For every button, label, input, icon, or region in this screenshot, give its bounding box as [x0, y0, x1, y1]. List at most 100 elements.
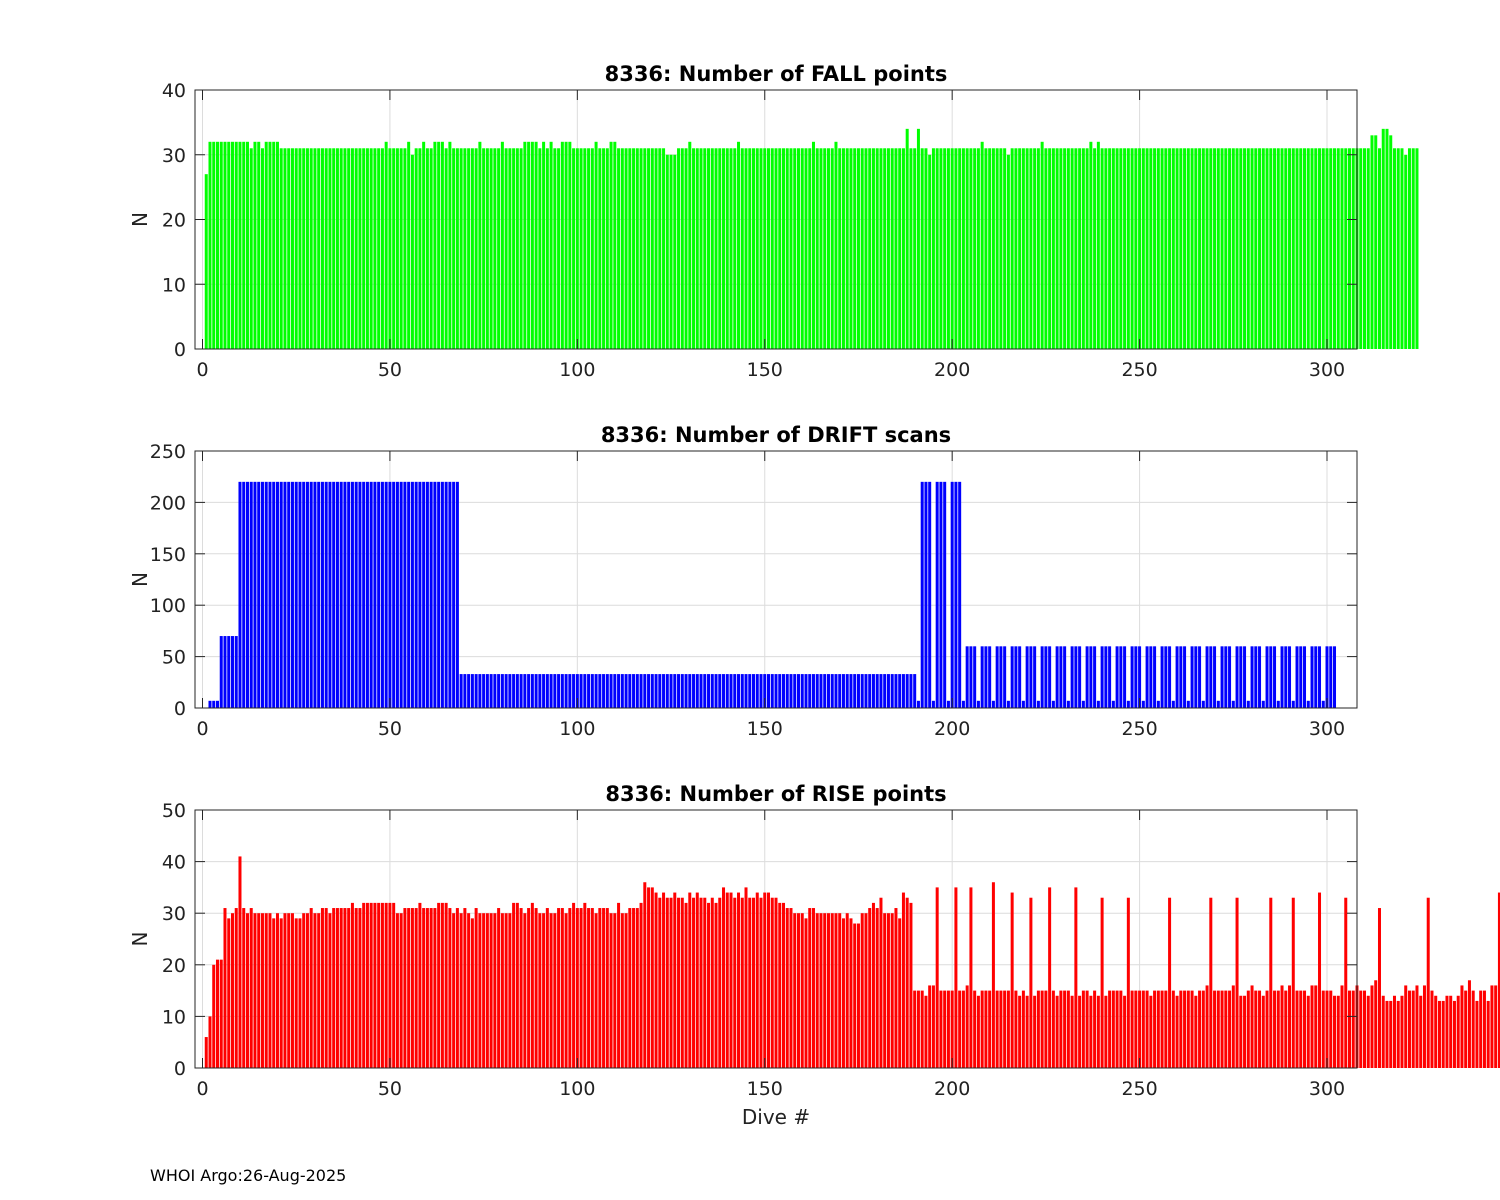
drift-bar [804, 674, 808, 708]
drift-bar [1063, 646, 1067, 708]
rise-bar [463, 908, 467, 1068]
rise-bar [729, 892, 733, 1068]
rise-bar [493, 913, 497, 1068]
fall-bar [1096, 141, 1100, 349]
rise-bar [523, 913, 527, 1068]
rise-bar [204, 1037, 208, 1068]
rise-bar [650, 887, 654, 1068]
fall-bar [1036, 148, 1040, 349]
rise-bar [260, 913, 264, 1068]
drift-bar [354, 481, 358, 708]
drift-bar [245, 481, 249, 708]
fall-bar [1325, 148, 1329, 349]
drift-bar [403, 481, 407, 708]
drift-bar [347, 481, 351, 708]
rise-bar [1284, 990, 1288, 1068]
rise-bar [624, 913, 628, 1068]
rise-y-tick-label: 30 [162, 903, 186, 925]
rise-bar [1400, 995, 1404, 1068]
rise-bar [864, 913, 868, 1068]
drift-bar [1040, 646, 1044, 708]
drift-axes-box [194, 450, 1358, 709]
rise-bar [320, 908, 324, 1068]
fall-bar [635, 148, 639, 349]
rise-bar [440, 902, 444, 1068]
fall-bar [493, 148, 497, 349]
fall-bar [984, 148, 988, 349]
fall-bar [688, 141, 692, 349]
drift-bar [939, 481, 943, 708]
rise-bar [1329, 990, 1333, 1068]
drift-bar [380, 481, 384, 708]
drift-bar [1250, 646, 1254, 708]
drift-bar [785, 674, 789, 708]
fall-bar [1400, 148, 1404, 349]
drift-bar [264, 481, 268, 708]
fall-bar [632, 148, 636, 349]
fall-bar [853, 148, 857, 349]
fall-x-tick-label: 250 [1121, 359, 1157, 381]
fall-bar [617, 148, 621, 349]
rise-bar [1183, 990, 1187, 1068]
rise-bar [279, 918, 283, 1068]
drift-bar [208, 700, 212, 708]
fall-bar [991, 148, 995, 349]
rise-x-tick-label: 200 [934, 1078, 970, 1100]
rise-bar [943, 990, 947, 1068]
drift-bar [722, 674, 726, 708]
drift-bar [369, 481, 373, 708]
drift-bar [560, 674, 564, 708]
rise-bar [609, 913, 613, 1068]
rise-bar [1044, 990, 1048, 1068]
drift-bar [512, 674, 516, 708]
fall-bar [1111, 148, 1115, 349]
drift-bar [437, 481, 441, 708]
fall-bar [572, 148, 576, 349]
drift-bar [770, 674, 774, 708]
drift-bar [493, 674, 497, 708]
rise-bar [557, 908, 561, 1068]
fall-bar [459, 148, 463, 349]
drift-x-tick-label: 300 [1309, 718, 1345, 740]
rise-bar [1239, 995, 1243, 1068]
drift-bar [1179, 646, 1183, 708]
rise-bar [1258, 990, 1262, 1068]
rise-bar [1179, 990, 1183, 1068]
drift-bar [452, 481, 456, 708]
drift-bar [478, 674, 482, 708]
fall-bar [1014, 148, 1018, 349]
rise-bar [785, 908, 789, 1068]
drift-bar [358, 481, 362, 708]
rise-bar [1475, 1000, 1479, 1068]
drift-bar [954, 481, 958, 708]
drift-bar [538, 674, 542, 708]
rise-bar [628, 908, 632, 1068]
rise-bar [883, 913, 887, 1068]
drift-bar [268, 481, 272, 708]
fall-bar [429, 148, 433, 349]
drift-bar [677, 674, 681, 708]
drift-bar [965, 646, 969, 708]
fall-bar [553, 148, 557, 349]
rise-bar [1055, 995, 1059, 1068]
fall-y-tick-label: 30 [162, 145, 186, 167]
drift-bar [482, 674, 486, 708]
fall-bar [1310, 148, 1314, 349]
drift-bar [320, 481, 324, 708]
rise-bar [590, 908, 594, 1068]
fall-bar [245, 141, 249, 349]
drift-bar [950, 481, 954, 708]
rise-bar [665, 897, 669, 1068]
fall-bar [545, 148, 549, 349]
fall-bar [433, 141, 437, 349]
rise-bar [958, 990, 962, 1068]
rise-bar [444, 902, 448, 1068]
rise-bar [841, 918, 845, 1068]
drift-bar [1235, 646, 1239, 708]
fall-bar [347, 148, 351, 349]
drift-bar [448, 481, 452, 708]
rise-bar [647, 887, 651, 1068]
fall-bar [470, 148, 474, 349]
fall-bar [1216, 148, 1220, 349]
rise-bar [875, 908, 879, 1068]
